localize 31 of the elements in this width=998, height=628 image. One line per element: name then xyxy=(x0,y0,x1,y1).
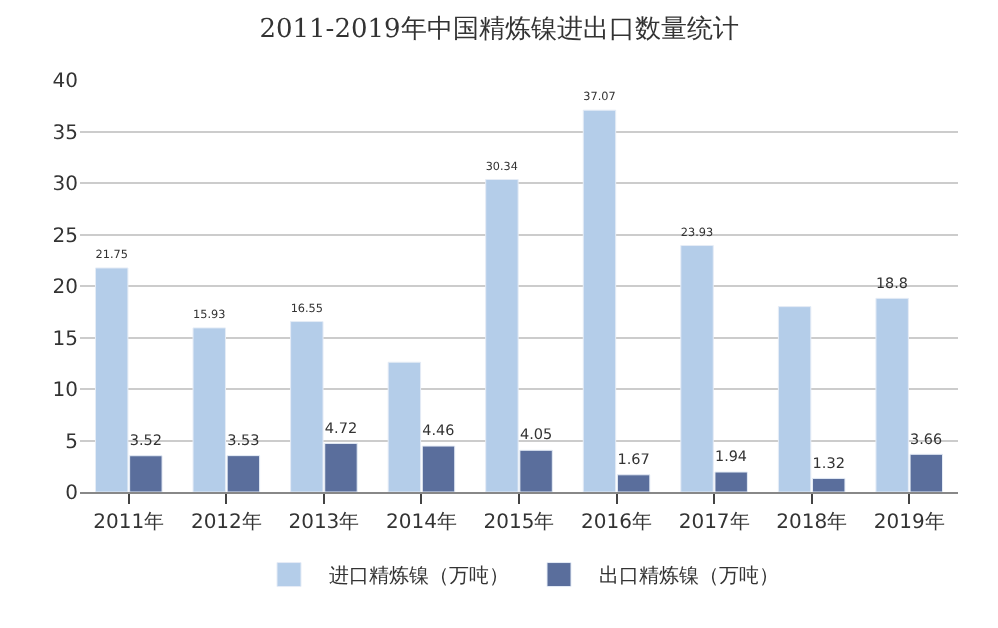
x-tick-label: 2019年 xyxy=(873,510,945,534)
x-tick-label: 2013年 xyxy=(288,510,360,534)
x-tick-label: 2012年 xyxy=(190,510,262,534)
x-tick-label: 2011年 xyxy=(93,510,165,534)
legend-label: 出口精炼镍（万吨） xyxy=(599,564,779,589)
data-label: 4.72 xyxy=(324,418,358,437)
chart-title: 2011-2019年中国精炼镍进出口数量统计 xyxy=(259,15,739,46)
y-tick-label: 25 xyxy=(52,225,78,248)
y-tick-label: 5 xyxy=(65,431,78,454)
x-tick-label: 2014年 xyxy=(385,510,457,534)
data-label: 1.32 xyxy=(812,453,845,472)
y-tick-label: 0 xyxy=(65,483,78,505)
data-label: 4.46 xyxy=(422,421,456,440)
y-tick-label: 30 xyxy=(52,174,78,196)
x-tick-label: 2015年 xyxy=(483,510,555,534)
x-tick-label: 2016年 xyxy=(581,510,653,534)
y-tick-label: 40 xyxy=(52,71,78,93)
data-label: 1.67 xyxy=(617,449,650,468)
x-tick-label: 2018年 xyxy=(776,510,848,534)
x-tick-label: 2017年 xyxy=(678,510,750,534)
y-tick-label: 15 xyxy=(52,328,78,351)
data-label: 3.53 xyxy=(227,430,261,449)
y-tick-label: 10 xyxy=(52,380,78,402)
data-label: 18.8 xyxy=(875,273,909,292)
data-label: 4.05 xyxy=(519,425,553,444)
legend-label: 进口精炼镍（万吨） xyxy=(329,564,509,589)
data-label: 1.94 xyxy=(715,447,748,466)
data-label: 3.66 xyxy=(910,429,943,448)
y-tick-label: 35 xyxy=(52,122,78,145)
data-label: 3.52 xyxy=(129,430,163,449)
y-tick-label: 20 xyxy=(52,277,78,299)
